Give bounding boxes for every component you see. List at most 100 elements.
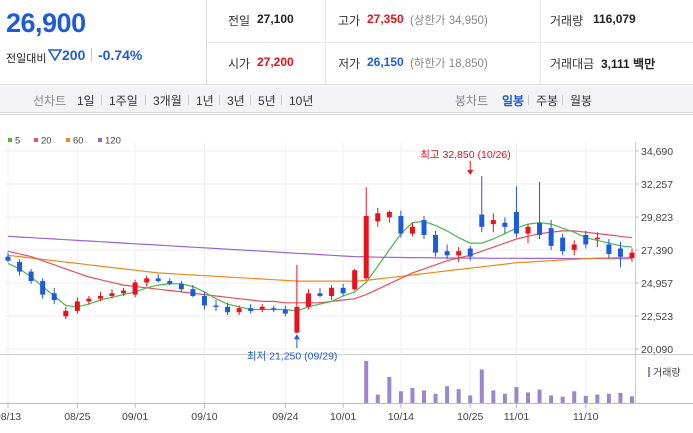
toolbar-divider (281, 95, 282, 105)
legend-swatch (8, 138, 12, 142)
candle-body (5, 256, 11, 261)
lower-limit: (하한가 18,850) (410, 58, 488, 70)
candle-body (132, 282, 138, 295)
volume-value: 116,079 (593, 12, 636, 26)
volume-bar (491, 390, 496, 403)
y-tick-label: 24,957 (641, 278, 673, 290)
candle-body (63, 310, 69, 317)
legend-label: 60 (73, 136, 84, 147)
legend-label: 120 (105, 136, 121, 147)
tab-line-10y[interactable]: 10년 (289, 94, 314, 108)
x-tick-label: 09/10 (191, 411, 217, 423)
candle-body (386, 211, 392, 218)
legend-label: 5 (15, 136, 20, 147)
candle-body (606, 244, 612, 254)
x-tick-label: 10/01 (330, 411, 356, 423)
volume-bar (502, 393, 507, 403)
candle-body (537, 222, 543, 235)
candle-body (86, 298, 92, 302)
volume-bar (583, 395, 588, 403)
candle-body (560, 237, 566, 252)
candle-body (40, 281, 46, 295)
tab-candle-monthly[interactable]: 월봉 (570, 94, 593, 108)
volume-bar (375, 394, 380, 403)
candle-body (548, 228, 554, 246)
volume-legend-label: 거래량 (653, 367, 681, 379)
tab-line-3m[interactable]: 3개월 (153, 94, 182, 108)
y-tick-label: 34,690 (641, 146, 673, 158)
candle-body (363, 215, 369, 279)
candle-body (213, 305, 219, 307)
tab-line-1w[interactable]: 1주일 (109, 94, 138, 108)
candle-body (190, 289, 196, 296)
volume-legend-swatch (648, 367, 650, 377)
candle-body (594, 237, 600, 240)
change-percent: -0.74% (98, 47, 143, 63)
volume-bar (595, 394, 600, 403)
volume-bar (410, 387, 415, 403)
candle-body (201, 295, 207, 306)
candle-body (571, 244, 577, 250)
x-tick-label: 10/25 (457, 411, 483, 423)
tab-line-5y[interactable]: 5년 (258, 94, 276, 108)
stats-row-divider (207, 42, 693, 43)
high-value: 27,350 (367, 12, 404, 26)
y-tick-label: 22,523 (641, 311, 673, 323)
volume-bar (468, 395, 473, 403)
low-label: 저가 (338, 57, 361, 71)
tab-line-1y[interactable]: 1년 (196, 94, 214, 108)
volume-bar (549, 395, 554, 403)
x-tick-label: 11/01 (504, 411, 530, 423)
legend-swatch (98, 138, 102, 142)
trade-value-label: 거래대금 (550, 57, 595, 71)
candle-body (317, 293, 323, 296)
candle-body (444, 251, 450, 256)
tab-line-3y[interactable]: 3년 (227, 94, 245, 108)
open-value: 27,200 (257, 55, 294, 69)
candle-body (51, 293, 57, 301)
change-label: 전일대비 (6, 53, 47, 65)
candle-body (352, 270, 358, 290)
candle-body (502, 222, 508, 227)
candle-chart-heading: 봉차트 (455, 94, 489, 108)
high-label: 고가 (338, 14, 361, 28)
volume-bar (479, 369, 484, 403)
candle-body (629, 252, 635, 259)
candle-body (340, 287, 346, 294)
volume-bar (606, 393, 611, 403)
candle-body (97, 295, 103, 299)
line-chart-heading: 선차트 (33, 94, 67, 108)
candle-body (248, 308, 254, 311)
y-tick-label: 29,823 (641, 212, 673, 224)
candle-body (375, 213, 381, 222)
candlestick-chart: 34,690 32,257 29,823 27,390 24,957 22,523 20,0… (0, 114, 693, 423)
x-tick-label: 09/01 (122, 411, 148, 423)
y-tick-label: 27,390 (641, 245, 673, 257)
candle-body (617, 248, 623, 257)
prev-close-label: 전일 (228, 14, 251, 28)
candle-body (525, 226, 531, 234)
volume-bar (630, 396, 634, 403)
tab-candle-daily[interactable]: 일봉 (502, 94, 525, 108)
candle-body (305, 293, 311, 307)
low-value: 26,150 (367, 55, 404, 69)
candle-body (74, 301, 80, 311)
y-tick-label: 20,090 (641, 344, 673, 356)
candle-body (421, 220, 427, 235)
volume-bar (456, 389, 461, 403)
candle-body (236, 308, 242, 313)
candle-body (456, 251, 462, 256)
stats-col-divider (540, 0, 541, 85)
tab-line-1d[interactable]: 1일 (77, 94, 95, 108)
tab-candle-weekly[interactable]: 주봉 (536, 94, 559, 108)
price-summary: 26,900 전일대비 200 -0.74% (0, 0, 207, 85)
min-arrow-head (293, 334, 300, 340)
toolbar-divider (528, 95, 529, 105)
candle-body (467, 248, 473, 257)
upper-limit: (상한가 34,950) (410, 15, 488, 27)
volume-bar (560, 396, 565, 403)
period-toolbar: 선차트 1일 1주일 3개월 1년 3년 5년 10년 봉차트 일봉 주봉 월봉 (0, 86, 693, 113)
candle-body (144, 278, 150, 283)
current-price: 26,900 (6, 8, 86, 38)
